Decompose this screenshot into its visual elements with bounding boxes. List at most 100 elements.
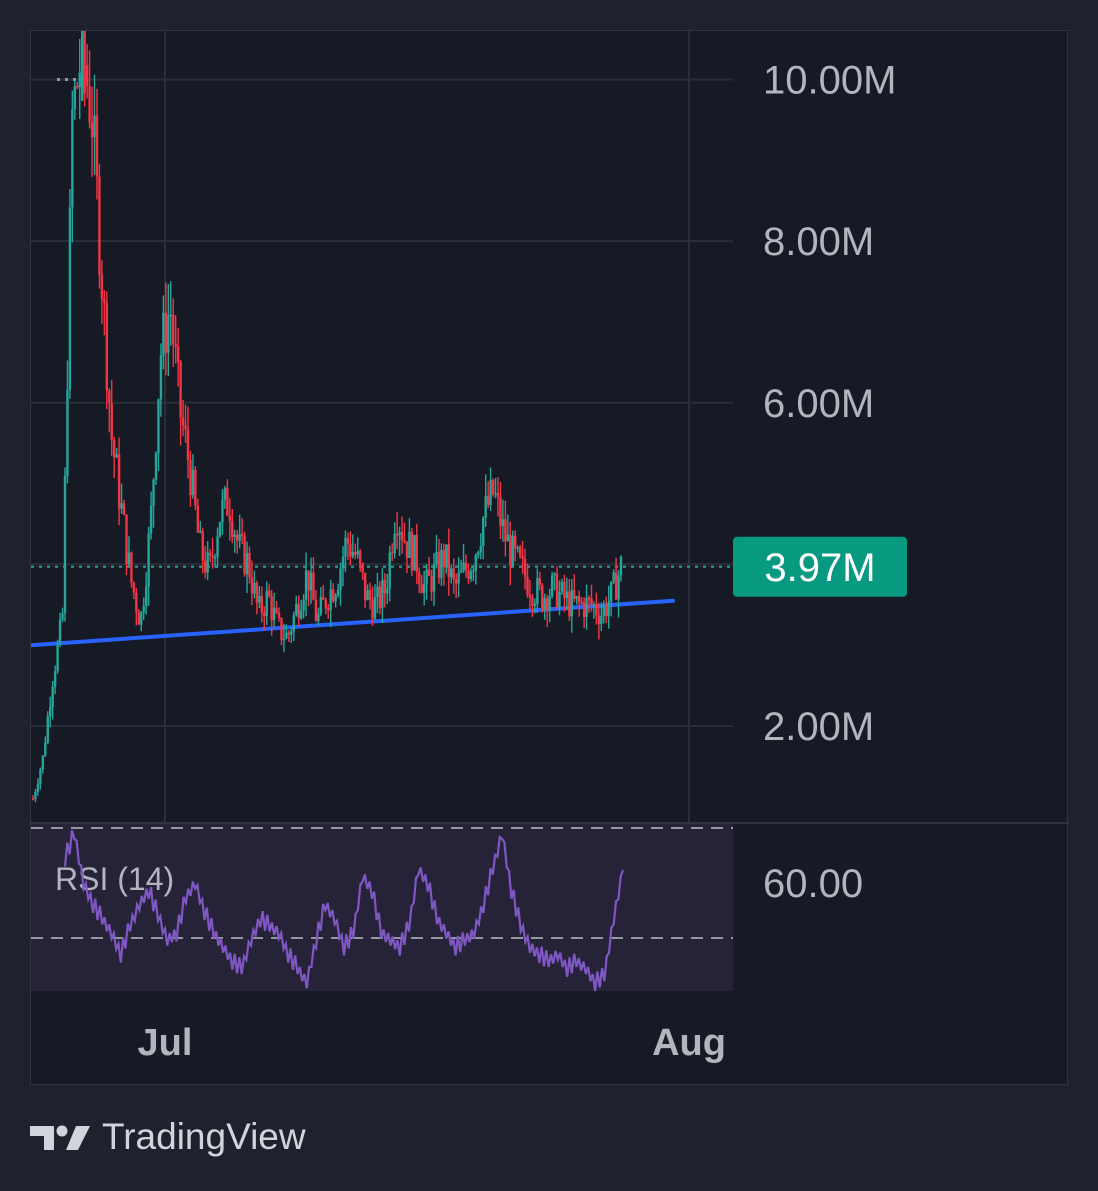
last-price-badge <box>733 536 907 597</box>
candle-body <box>531 597 534 606</box>
candle-body <box>184 425 187 430</box>
candle-body <box>390 552 394 555</box>
chart-frame: RSI (14) 60.00 10.00M 8.00M 6.00M 2.00M 3.97M… <box>30 30 1069 1086</box>
candle-body <box>312 572 315 601</box>
candle-body <box>90 122 94 138</box>
candle-body <box>253 582 256 594</box>
candle-body <box>435 551 438 565</box>
candle-body <box>575 596 578 599</box>
candle-body <box>277 612 281 618</box>
candle-body <box>135 592 138 612</box>
chart-canvas[interactable]: RSI (14) 60.00 10.00M 8.00M 6.00M 2.00M 3.97M… <box>31 31 1069 1086</box>
candle-body <box>49 707 52 717</box>
candle-body <box>538 578 542 586</box>
candle-body <box>272 607 276 621</box>
candle-body <box>437 551 441 579</box>
candle-body <box>196 505 200 533</box>
candle-body <box>287 632 291 635</box>
candle-body <box>248 553 251 578</box>
candle-body <box>386 588 389 594</box>
candle-body <box>314 600 318 621</box>
candle-body <box>285 632 288 639</box>
candle-body <box>275 607 278 613</box>
rsi-tick-label: 60.00 <box>763 862 863 906</box>
candle-body <box>189 459 192 496</box>
candle-body <box>582 602 586 618</box>
candle-body <box>388 552 391 589</box>
candle-body <box>504 519 507 542</box>
candle-body <box>83 31 86 94</box>
candle-body <box>98 176 101 275</box>
candle-body <box>425 569 428 584</box>
candle-body <box>354 552 357 555</box>
candle-body <box>112 439 116 458</box>
candle-body <box>174 343 177 347</box>
candle-body <box>469 571 473 580</box>
candle-body <box>484 495 487 518</box>
candle-body <box>568 591 571 617</box>
candle-body <box>115 454 118 458</box>
candle-body <box>363 572 367 600</box>
candle-body <box>140 612 143 625</box>
candle-body <box>585 597 588 618</box>
candle-body <box>36 783 40 792</box>
candle-body <box>447 544 450 578</box>
candle-body <box>250 577 254 594</box>
candle-body <box>179 361 182 418</box>
candle-body <box>592 604 596 606</box>
candle-body <box>403 540 406 542</box>
candle-body <box>548 596 551 611</box>
time-axis: Jul Aug <box>138 1022 726 1064</box>
candle-body <box>331 589 335 602</box>
candle-body <box>110 403 113 440</box>
candle-body <box>398 532 401 536</box>
candle-body <box>157 399 160 454</box>
candle-body <box>491 479 495 494</box>
candle-body <box>590 598 593 605</box>
candle-body <box>452 568 455 579</box>
candle-body <box>440 549 443 579</box>
candle-body <box>103 299 106 303</box>
candle-body <box>130 552 133 583</box>
candle-body <box>376 586 379 598</box>
candle-body <box>351 552 355 557</box>
candle-body <box>76 85 79 88</box>
candle-body <box>442 549 446 568</box>
candle-body <box>260 596 264 613</box>
candle-body <box>206 552 209 573</box>
price-tick-label: 8.00M <box>763 220 874 264</box>
candle-body <box>344 537 347 557</box>
candle-body <box>297 603 300 619</box>
candle-body <box>304 570 308 600</box>
candle-body <box>597 615 601 625</box>
price-tick-label: 2.00M <box>763 705 874 749</box>
candle-body <box>231 520 234 537</box>
candle-body <box>120 503 123 509</box>
candle-body <box>526 576 529 595</box>
candle-body <box>53 671 57 687</box>
candle-body <box>408 531 411 558</box>
candle-body <box>533 603 537 606</box>
candle-body <box>44 742 47 756</box>
candle-body <box>499 496 502 527</box>
candle-body <box>108 390 111 404</box>
candle-body <box>393 533 396 554</box>
candle-body <box>191 469 195 496</box>
time-tick-label: Jul <box>138 1022 193 1064</box>
candle-body <box>95 115 99 177</box>
candle-body <box>295 603 298 616</box>
tradingview-brand[interactable]: TradingView <box>30 1114 306 1160</box>
candle-body <box>420 584 423 593</box>
candle-body <box>558 591 561 608</box>
candle-body <box>73 85 77 110</box>
candle-body <box>516 547 519 549</box>
candle-body <box>243 535 246 575</box>
candle-body <box>514 535 517 549</box>
candle-body <box>479 545 482 553</box>
candle-body <box>329 589 332 611</box>
candle-body <box>238 533 241 541</box>
price-axis: 10.00M 8.00M 6.00M 2.00M 3.97M <box>733 58 907 749</box>
candle-body <box>223 488 227 500</box>
candle-body <box>267 590 271 597</box>
candle-body <box>472 570 475 573</box>
